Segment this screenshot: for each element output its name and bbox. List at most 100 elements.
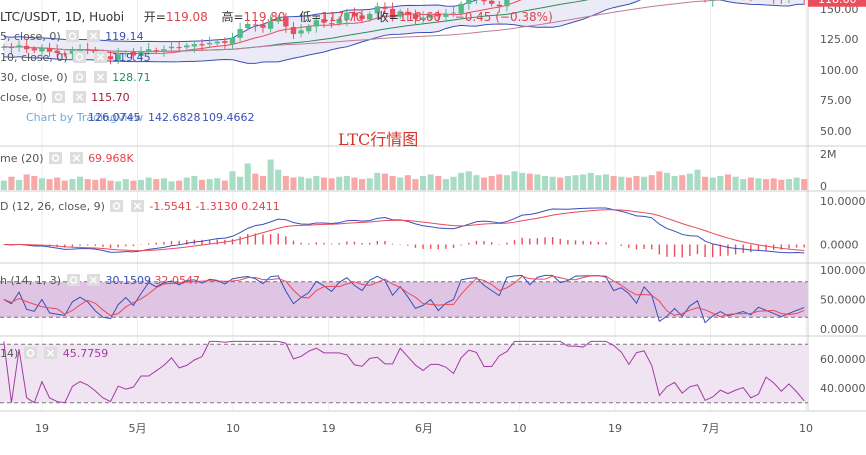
candle-body: [245, 23, 251, 28]
ma-10-indicator[interactable]: 10, close, 0) 119.45: [0, 51, 151, 64]
candle-body: [328, 23, 335, 25]
volume-bar: [496, 174, 503, 190]
date-tick-label: 7月: [702, 422, 720, 435]
volume-bar: [686, 173, 693, 190]
settings-icon[interactable]: [66, 274, 80, 286]
volume-bar: [625, 177, 632, 190]
volume-bar: [153, 179, 160, 190]
close-icon[interactable]: [86, 30, 100, 42]
volume-bar: [801, 179, 808, 190]
settings-icon[interactable]: [110, 200, 124, 212]
date-tick-label: 5月: [129, 422, 147, 435]
close-icon[interactable]: [87, 274, 101, 286]
stoch-k-value: 30.1509: [105, 274, 152, 287]
candle-body: [206, 42, 213, 45]
candle-body: [77, 49, 83, 52]
date-tick-label: 10: [513, 422, 527, 435]
volume-bar: [305, 178, 312, 190]
volume-bar: [183, 177, 190, 190]
ma-30-indicator[interactable]: 30, close, 0) 128.71: [0, 71, 151, 84]
volume-bar: [122, 179, 129, 190]
candle-body: [367, 13, 373, 20]
candle-body: [481, 0, 487, 2]
volume-indicator[interactable]: me (20) 69.968K: [0, 152, 134, 165]
volume-bar: [656, 171, 663, 190]
candle-body: [420, 17, 426, 20]
volume-bar: [412, 179, 419, 190]
close-icon[interactable]: [69, 152, 83, 164]
ma-5-value: 119.14: [105, 30, 144, 43]
volume-bar: [298, 176, 305, 190]
ma-30-value: 128.71: [112, 71, 151, 84]
settings-icon[interactable]: [66, 30, 80, 42]
price-tag-label: 118.60: [818, 0, 857, 6]
candle-body: [359, 15, 365, 19]
low-value: 117.70: [321, 10, 364, 24]
volume-bar: [214, 178, 221, 190]
settings-icon[interactable]: [73, 71, 87, 83]
macd-histogram: [10, 233, 805, 258]
volume-bar: [259, 175, 267, 190]
change-value: −0.45 (−0.38%): [454, 10, 553, 24]
volume-bar: [648, 175, 655, 190]
candle-body: [123, 52, 129, 55]
candle-body: [435, 14, 441, 17]
ma-10-value: 119.45: [112, 51, 151, 64]
settings-icon[interactable]: [49, 152, 63, 164]
volume-bar: [473, 175, 480, 190]
ma-30-label: 30, close, 0): [0, 71, 68, 84]
close-icon[interactable]: [93, 71, 107, 83]
candle-body: [443, 13, 449, 17]
volume-bar: [465, 171, 472, 190]
macd-tick-label: 10.0000: [820, 195, 866, 208]
volume-bar: [237, 176, 244, 190]
close-value: 118.60: [398, 10, 441, 24]
volume-bar: [343, 175, 350, 190]
candle-body: [382, 7, 388, 9]
candle-body: [199, 44, 205, 46]
candle-body: [298, 30, 304, 34]
volume-bar: [503, 175, 510, 190]
rsi-band: [0, 344, 808, 403]
ma-10-line: [3, 0, 522, 55]
volume-bar: [8, 176, 15, 190]
candle-body: [488, 0, 495, 4]
candle-body: [161, 49, 167, 51]
stoch-indicator[interactable]: h (14, 1, 3) 30.1509 32.0547: [0, 274, 200, 287]
settings-icon[interactable]: [23, 347, 37, 359]
volume-bar: [564, 175, 571, 190]
volume-bar: [31, 175, 38, 190]
macd-hist-value: 0.2411: [241, 200, 280, 213]
last-price-tag: 118.60: [808, 0, 866, 7]
candle-body: [84, 49, 91, 51]
close-icon[interactable]: [130, 200, 144, 212]
volume-bar: [526, 173, 533, 190]
settings-icon[interactable]: [52, 91, 66, 103]
volume-bar: [99, 178, 106, 190]
volume-bar: [740, 179, 747, 190]
macd-indicator[interactable]: D (12, 26, close, 9) -1.5541 -1.3130 0.2…: [0, 200, 280, 213]
candle-body: [344, 12, 350, 20]
close-icon[interactable]: [44, 347, 58, 359]
ma-long-value: 115.70: [91, 91, 130, 104]
volume-bar: [694, 169, 701, 190]
ma-5-indicator[interactable]: 5, close, 0) 119.14: [0, 30, 144, 43]
volume-bar: [389, 175, 396, 190]
settings-icon[interactable]: [73, 51, 87, 63]
bollinger-band-fill: [3, 0, 805, 64]
candle-body: [214, 41, 220, 44]
candle-body: [275, 17, 281, 22]
macd-tick-label: 0.0000: [820, 239, 859, 252]
chart-header: LTC/USDT, 1D, Huobi 开=119.08 高=119.80 低=…: [0, 8, 553, 25]
ma-long-indicator[interactable]: close, 0) 115.70: [0, 91, 130, 104]
close-icon[interactable]: [93, 51, 107, 63]
rsi-value: 45.7759: [62, 347, 109, 360]
volume-bar: [663, 172, 671, 190]
rsi-indicator[interactable]: 14) 45.7759: [0, 347, 108, 360]
volume-bar: [328, 178, 335, 190]
candle-body: [260, 24, 266, 28]
ma-5-label: 5, close, 0): [0, 30, 61, 43]
close-icon[interactable]: [72, 91, 86, 103]
candle-body: [450, 12, 457, 14]
